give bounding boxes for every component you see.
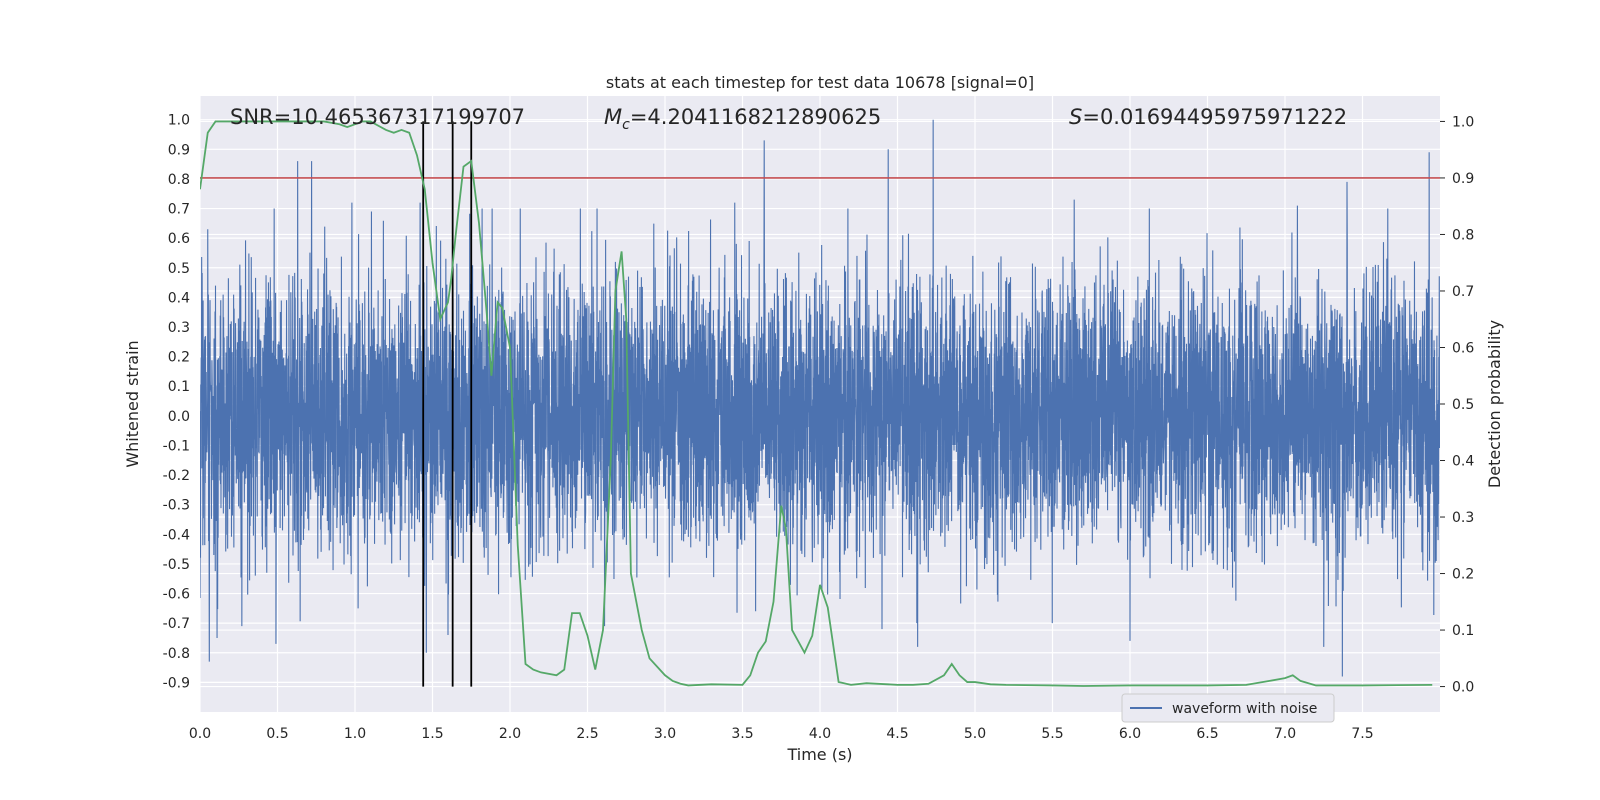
annotation-chirp-mass-value: =4.2041168212890625	[630, 105, 881, 129]
y2-ticks: 0.0 0.1 0.2 0.3 0.4 0.5 0.6 0.7 0.8 0.9 1.0	[1440, 114, 1474, 696]
x-tick-label: 3.5	[731, 726, 753, 742]
y-tick-label: -0.3	[163, 498, 190, 514]
y-tick-label: 0.4	[168, 290, 190, 306]
y-tick-label: -0.1	[163, 438, 190, 454]
legend: waveform with noise	[1121, 693, 1335, 723]
y-tick-label: 0.5	[168, 261, 190, 277]
waveform-line	[200, 119, 1440, 677]
y-tick-label: 0.8	[168, 172, 190, 188]
x-tick-label: 7.0	[1274, 726, 1296, 742]
y2-tick-label: 0.0	[1452, 680, 1474, 696]
vertical-markers	[422, 121, 473, 687]
x-tick-label: 5.0	[964, 726, 986, 742]
y-tick-label: -0.6	[163, 587, 190, 603]
x-tick-label: 2.5	[576, 726, 598, 742]
y2-tick-label: 0.1	[1452, 623, 1474, 639]
y-tick-label: -0.9	[163, 675, 190, 691]
y2-tick-label: 0.6	[1452, 340, 1474, 356]
y2-tick-label: 0.5	[1452, 397, 1474, 413]
y-tick-label: 0.9	[168, 142, 190, 158]
y-tick-label: 0.0	[168, 409, 190, 425]
y-axis-label: Whitened strain	[123, 340, 142, 467]
y-tick-label: 0.1	[168, 379, 190, 395]
annotation-chirp-mass-subscript: c	[622, 117, 630, 133]
y2-axis-label: Detection probability	[1485, 320, 1504, 488]
y-tick-label: 0.7	[168, 202, 190, 218]
y-tick-label: -0.4	[163, 527, 190, 543]
y2-tick-label: 1.0	[1452, 114, 1474, 130]
x-tick-label: 1.5	[421, 726, 443, 742]
x-tick-label: 4.5	[886, 726, 908, 742]
annotation-s-value: =0.01694495975971222	[1082, 105, 1347, 129]
y-ticks: -0.9 -0.8 -0.7 -0.6 -0.5 -0.4 -0.3 -0.2 -0.1 0.0 0…	[163, 113, 190, 692]
legend-label-waveform: waveform with noise	[1172, 701, 1317, 717]
y-tick-label: 0.6	[168, 231, 190, 247]
x-tick-label: 0.0	[189, 726, 211, 742]
x-tick-label: 6.5	[1196, 726, 1218, 742]
waveform-series	[200, 119, 1440, 677]
annotation-chirp-mass-symbol: M	[604, 105, 622, 129]
annotation-s-symbol: S	[1069, 105, 1082, 129]
x-tick-label: 0.5	[266, 726, 288, 742]
x-tick-label: 4.0	[809, 726, 831, 742]
detection-probability-line	[200, 120, 1433, 687]
y-tick-label: -0.7	[163, 616, 190, 632]
annotation-snr: SNR=10.465367317199707	[230, 105, 525, 129]
y2-tick-label: 0.9	[1452, 171, 1474, 187]
x-ticks: 0.0 0.5 1.0 1.5 2.0 2.5 3.0 3.5 4.0 4.5 5.0 5.5 6.0 6…	[189, 726, 1374, 742]
x-tick-label: 6.0	[1119, 726, 1141, 742]
legend-box	[1121, 693, 1335, 723]
y-tick-label: 0.3	[168, 320, 190, 336]
annotation-s: S=0.01694495975971222	[1069, 105, 1347, 129]
y2-tick-label: 0.4	[1452, 454, 1474, 470]
y2-tick-label: 0.7	[1452, 284, 1474, 300]
y2-tick-label: 0.3	[1452, 510, 1474, 526]
x-axis-label: Time (s)	[786, 745, 852, 764]
annotation-chirp-mass: Mc=4.2041168212890625	[604, 105, 881, 133]
chart-title: stats at each timestep for test data 106…	[606, 73, 1034, 92]
y2-tick-label: 0.2	[1452, 567, 1474, 583]
y-tick-label: 0.2	[168, 350, 190, 366]
y-tick-label: 1.0	[168, 113, 190, 129]
y-tick-label: -0.5	[163, 557, 190, 573]
x-tick-label: 5.5	[1041, 726, 1063, 742]
y-tick-label: -0.8	[163, 646, 190, 662]
x-tick-label: 2.0	[499, 726, 521, 742]
y-tick-label: -0.2	[163, 468, 190, 484]
x-tick-label: 7.5	[1351, 726, 1373, 742]
x-tick-label: 1.0	[344, 726, 366, 742]
x-tick-label: 3.0	[654, 726, 676, 742]
y2-tick-label: 0.8	[1452, 227, 1474, 243]
